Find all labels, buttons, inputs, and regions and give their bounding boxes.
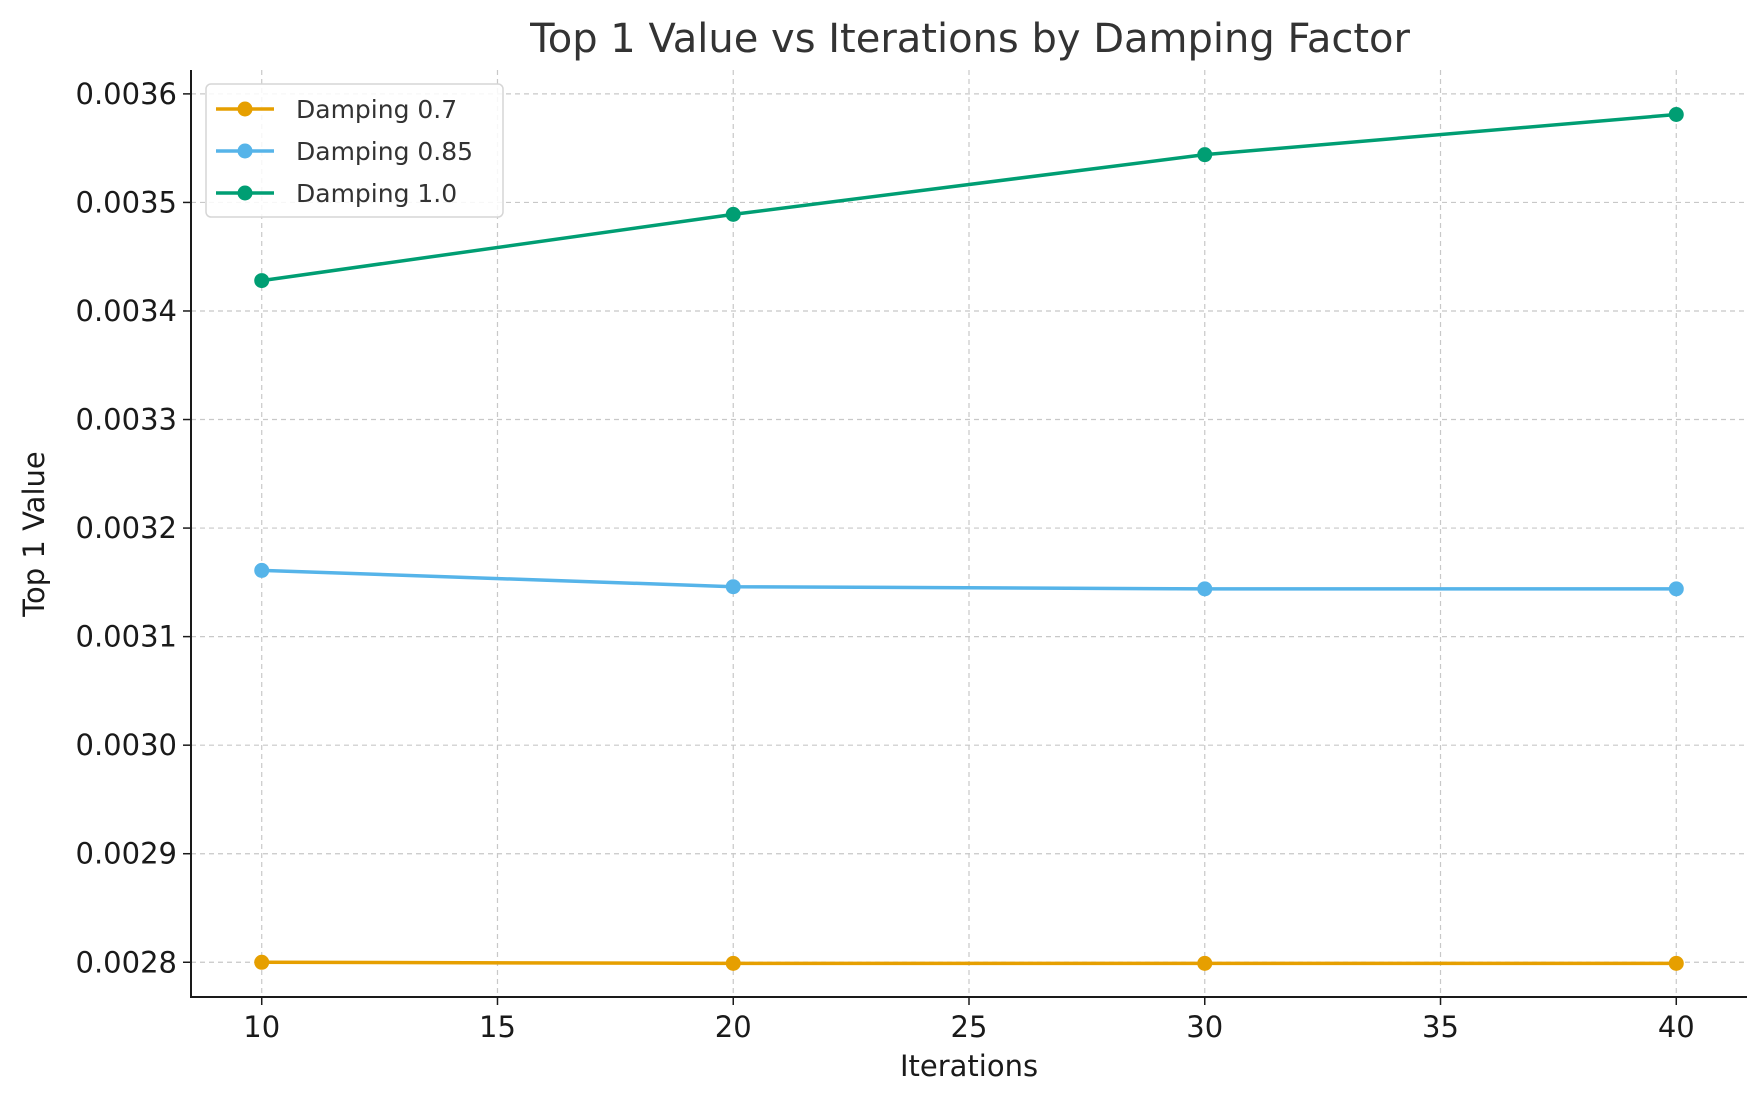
data-point xyxy=(1668,955,1684,971)
x-tick-label: 15 xyxy=(479,1010,516,1044)
x-axis-ticks: 10 15 20 25 30 35 40 xyxy=(243,997,1695,1044)
x-tick-label: 25 xyxy=(951,1010,988,1044)
y-tick-label: 0.0029 xyxy=(76,837,177,871)
y-tick-label: 0.0033 xyxy=(76,403,177,437)
legend-frame xyxy=(205,83,504,218)
data-point xyxy=(254,273,270,289)
x-tick-label: 30 xyxy=(1186,1010,1223,1044)
y-tick-label: 0.0031 xyxy=(76,620,177,654)
data-point xyxy=(254,562,270,578)
series-line-1 xyxy=(261,568,1677,591)
legend: Damping 0.7 Damping 0.85 Damping 1.0 xyxy=(205,83,504,218)
y-axis-label: Top 1 Value xyxy=(17,451,51,617)
legend-swatch-marker xyxy=(237,101,253,117)
data-point xyxy=(1668,581,1684,597)
legend-swatch-marker xyxy=(237,143,253,159)
chart-title: Top 1 Value vs Iterations by Damping Fac… xyxy=(529,16,1410,62)
y-tick-label: 0.0030 xyxy=(76,728,177,762)
axis-spines xyxy=(190,70,1747,998)
series-lines xyxy=(254,107,1684,971)
y-tick-label: 0.0034 xyxy=(76,294,177,328)
data-point xyxy=(254,954,270,970)
legend-label: Damping 0.85 xyxy=(296,137,473,166)
data-point xyxy=(1197,581,1213,597)
y-tick-label: 0.0032 xyxy=(76,511,177,545)
legend-label: Damping 0.7 xyxy=(296,95,457,124)
series-line-2 xyxy=(261,112,1677,283)
legend-swatch-marker xyxy=(237,185,253,201)
y-tick-label: 0.0028 xyxy=(76,945,177,979)
series-line-0 xyxy=(261,960,1677,966)
x-tick-label: 20 xyxy=(715,1010,752,1044)
x-tick-label: 10 xyxy=(243,1010,280,1044)
y-tick-label: 0.0036 xyxy=(76,77,177,111)
data-point xyxy=(1197,955,1213,971)
data-point xyxy=(1197,147,1213,163)
x-tick-label: 40 xyxy=(1658,1010,1695,1044)
legend-label: Damping 1.0 xyxy=(296,179,457,208)
data-point xyxy=(725,955,741,971)
y-axis-ticks: 0.0028 0.0029 0.0030 0.0031 0.0032 0.0033 0.00… xyxy=(76,77,191,979)
x-axis-label: Iterations xyxy=(900,1049,1038,1083)
y-tick-label: 0.0035 xyxy=(76,185,177,219)
data-point xyxy=(725,206,741,222)
data-point xyxy=(1668,107,1684,123)
x-tick-label: 35 xyxy=(1422,1010,1459,1044)
data-point xyxy=(725,579,741,595)
